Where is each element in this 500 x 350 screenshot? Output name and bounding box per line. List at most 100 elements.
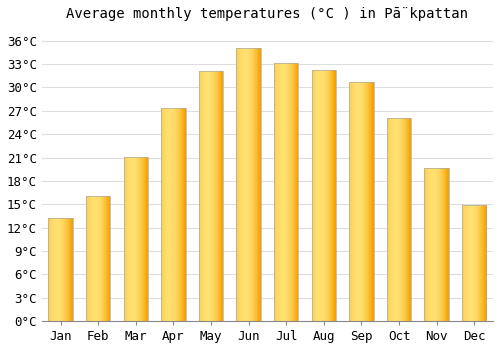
Bar [248, 48, 250, 321]
Bar [213, 71, 214, 321]
Bar [357, 82, 358, 321]
Bar [404, 118, 405, 321]
Bar [444, 168, 445, 321]
Bar [88, 196, 89, 321]
Bar [370, 82, 372, 321]
Bar [328, 70, 329, 321]
Bar [132, 157, 133, 321]
Bar [405, 118, 406, 321]
Bar [296, 63, 298, 321]
Bar [49, 218, 50, 321]
Bar [445, 168, 446, 321]
Bar [124, 157, 125, 321]
Bar [407, 118, 408, 321]
Bar [254, 48, 255, 321]
Bar [70, 218, 71, 321]
Bar [356, 82, 357, 321]
Bar [176, 108, 177, 321]
Bar [462, 205, 486, 321]
Bar [322, 70, 324, 321]
Bar [351, 82, 352, 321]
Bar [206, 71, 207, 321]
Bar [334, 70, 335, 321]
Bar [292, 63, 293, 321]
Bar [426, 168, 427, 321]
Bar [147, 157, 148, 321]
Bar [128, 157, 129, 321]
Bar [279, 63, 280, 321]
Bar [424, 168, 425, 321]
Bar [144, 157, 145, 321]
Bar [349, 82, 350, 321]
Bar [184, 108, 185, 321]
Bar [391, 118, 392, 321]
Bar [246, 48, 247, 321]
Bar [353, 82, 354, 321]
Bar [293, 63, 294, 321]
Bar [90, 196, 91, 321]
Bar [146, 157, 147, 321]
Bar [397, 118, 398, 321]
Bar [199, 71, 200, 321]
Bar [318, 70, 319, 321]
Bar [373, 82, 374, 321]
Bar [321, 70, 322, 321]
Bar [365, 82, 366, 321]
Bar [130, 157, 131, 321]
Bar [328, 70, 330, 321]
Bar [439, 168, 440, 321]
Bar [125, 157, 126, 321]
Bar [98, 196, 99, 321]
Bar [395, 118, 396, 321]
Bar [294, 63, 295, 321]
Bar [137, 157, 138, 321]
Bar [401, 118, 402, 321]
Bar [218, 71, 219, 321]
Bar [169, 108, 170, 321]
Bar [352, 82, 353, 321]
Bar [359, 82, 360, 321]
Bar [430, 168, 431, 321]
Bar [140, 157, 141, 321]
Bar [425, 168, 426, 321]
Bar [312, 70, 336, 321]
Bar [435, 168, 436, 321]
Bar [236, 48, 261, 321]
Bar [238, 48, 239, 321]
Bar [181, 108, 182, 321]
Bar [91, 196, 92, 321]
Bar [360, 82, 361, 321]
Bar [285, 63, 286, 321]
Bar [408, 118, 409, 321]
Bar [481, 205, 482, 321]
Bar [283, 63, 284, 321]
Bar [291, 63, 292, 321]
Bar [362, 82, 364, 321]
Bar [441, 168, 442, 321]
Bar [204, 71, 205, 321]
Bar [61, 218, 62, 321]
Bar [367, 82, 368, 321]
Bar [474, 205, 475, 321]
Bar [469, 205, 470, 321]
Bar [201, 71, 202, 321]
Bar [251, 48, 252, 321]
Bar [171, 108, 172, 321]
Bar [440, 168, 441, 321]
Bar [443, 168, 444, 321]
Bar [50, 218, 51, 321]
Bar [210, 71, 211, 321]
Bar [350, 82, 351, 321]
Bar [276, 63, 277, 321]
Bar [446, 168, 447, 321]
Bar [434, 168, 435, 321]
Bar [462, 205, 464, 321]
Bar [200, 71, 202, 321]
Bar [63, 218, 64, 321]
Bar [108, 196, 109, 321]
Bar [319, 70, 320, 321]
Bar [335, 70, 336, 321]
Bar [182, 108, 183, 321]
Bar [138, 157, 139, 321]
Bar [65, 218, 66, 321]
